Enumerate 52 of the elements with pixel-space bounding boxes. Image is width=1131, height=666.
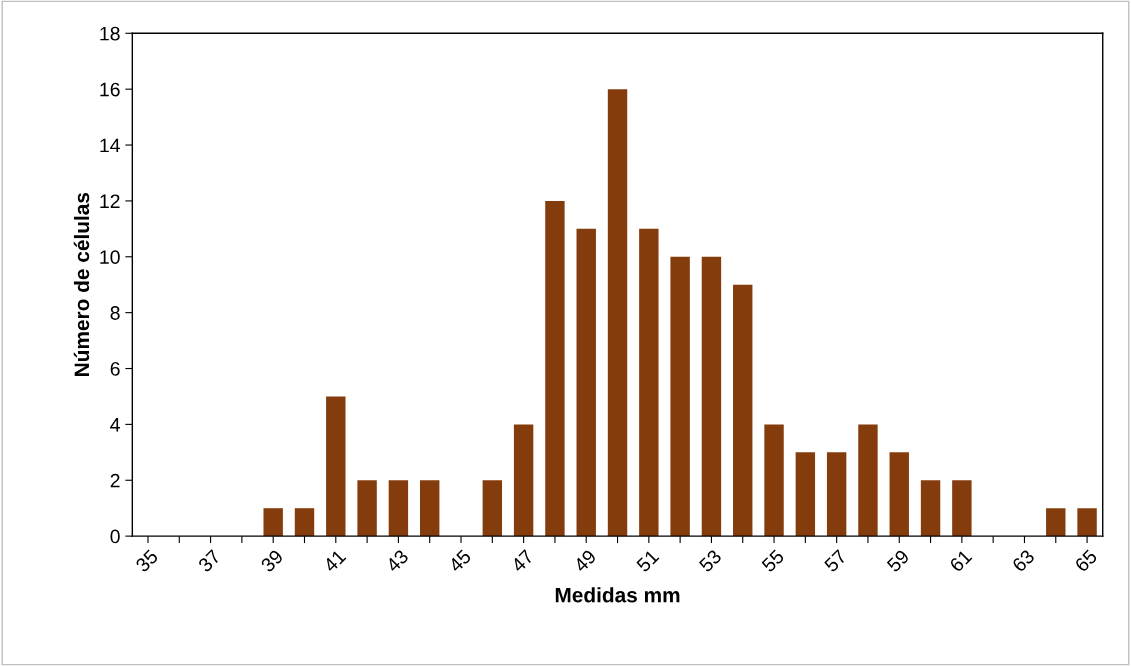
bar (420, 480, 440, 537)
bar (607, 89, 628, 537)
x-tick-label: 55 (761, 549, 785, 573)
bar (670, 256, 690, 537)
bar (826, 452, 847, 537)
bar (513, 424, 534, 537)
x-tick-label: 63 (1011, 548, 1036, 573)
y-tick-label: 2 (110, 473, 120, 488)
bar (294, 508, 315, 537)
bar (326, 396, 346, 537)
y-axis-title: Número de células (73, 192, 90, 376)
bar (1077, 508, 1097, 537)
bar (764, 424, 784, 537)
x-tick-label: 39 (260, 548, 284, 573)
bar (858, 424, 878, 537)
x-tick-label: 57 (823, 549, 848, 573)
x-tick-label: 47 (510, 549, 535, 573)
bar (1046, 508, 1066, 537)
y-tick-label: 8 (110, 306, 120, 320)
x-tick-label: 61 (948, 548, 973, 573)
x-tick-label: 65 (1074, 548, 1098, 573)
y-tick-label: 18 (100, 26, 120, 41)
y-tick-label: 6 (110, 361, 120, 376)
bar (920, 480, 941, 537)
x-tick-label: 45 (447, 549, 472, 574)
bar (388, 480, 409, 537)
bar (545, 200, 565, 537)
x-tick-label: 59 (886, 548, 910, 573)
x-tick-label: 37 (197, 548, 222, 573)
bar (639, 228, 659, 537)
bar (952, 480, 972, 537)
bar (795, 452, 816, 537)
bar (357, 480, 377, 537)
x-tick-label: 51 (635, 549, 660, 573)
bar (482, 480, 503, 537)
x-tick-label: 49 (572, 548, 597, 574)
x-tick-label: 41 (322, 549, 347, 573)
bar (576, 228, 596, 537)
x-tick-label: 53 (698, 548, 723, 573)
y-tick-label: 4 (110, 418, 120, 432)
y-tick-label: 16 (100, 82, 120, 97)
x-axis-title: Medidas mm (555, 587, 680, 603)
bar (733, 284, 753, 537)
x-tick-label: 35 (134, 548, 159, 573)
y-tick-label: 10 (100, 250, 120, 265)
bar (889, 452, 909, 537)
x-tick-label: 43 (385, 548, 410, 574)
y-tick-label: 12 (100, 194, 120, 208)
bar (701, 256, 722, 537)
bar (263, 508, 283, 537)
y-tick-label: 0 (110, 529, 120, 544)
y-tick-label: 14 (100, 138, 120, 153)
